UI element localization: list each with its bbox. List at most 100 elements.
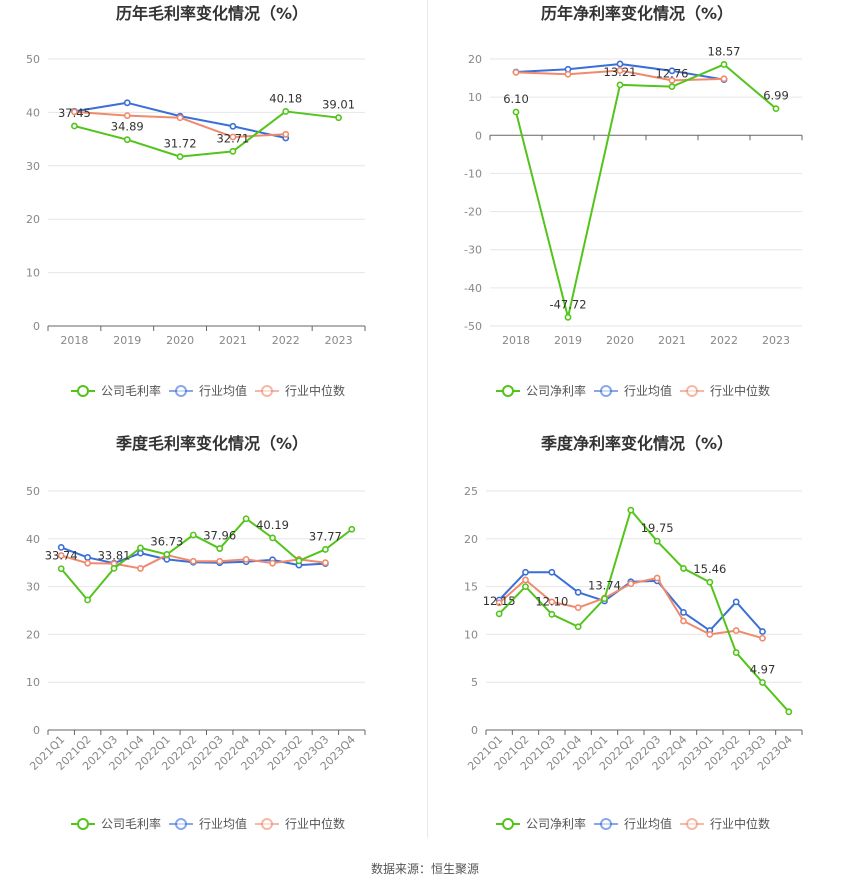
legend-marker: [175, 385, 187, 397]
data-point: [601, 595, 608, 603]
data-point: [137, 565, 144, 572]
data-point: [57, 544, 65, 551]
data-point: [548, 610, 556, 618]
legend: 公司毛利率 行业均值 行业中位数: [71, 816, 345, 831]
data-label: 37.45: [58, 106, 91, 120]
x-tick-label: 2019: [554, 334, 582, 347]
x-tick-label: 2019: [113, 334, 141, 347]
data-point: [668, 83, 676, 91]
chart-title: 季度毛利率变化情况（%）: [115, 434, 308, 453]
data-point: [71, 108, 78, 116]
data-point: [574, 604, 582, 612]
data-label: 37.77: [309, 529, 342, 543]
legend-marker: [502, 385, 514, 397]
x-tick-label: 2023: [325, 334, 353, 347]
data-point: [123, 99, 131, 107]
data-point: [627, 580, 635, 588]
x-tick-label: 2018: [60, 334, 88, 347]
legend-marker: [686, 818, 698, 830]
y-tick-label: 25: [464, 485, 478, 498]
legend-marker: [261, 385, 273, 397]
data-label: 13.21: [604, 65, 637, 79]
data-point: [785, 708, 793, 716]
series-line: [498, 509, 790, 713]
data-point: [216, 545, 224, 552]
legend-label: 公司毛利率: [101, 816, 161, 831]
x-tick-label: 2020: [606, 334, 634, 347]
y-tick-label: -50: [464, 320, 482, 333]
data-point: [321, 559, 329, 567]
data-point: [242, 515, 250, 523]
data-point: [522, 576, 529, 584]
data-point: [57, 565, 65, 573]
legend-marker: [600, 818, 612, 830]
quarterly-gross-margin-chart: 季度毛利率变化情况（%） 0 10 20 30 40 50 2021Q1 2021Q2 2021Q…: [0, 430, 425, 860]
data-point: [229, 122, 237, 130]
quarterly-net-margin-chart: 季度净利率变化情况（%） 0 5 10 15 20 25 2021Q1 2021Q2 2021Q3…: [425, 430, 850, 860]
data-point: [522, 583, 529, 590]
data-point: [732, 598, 740, 606]
data-point: [189, 557, 197, 565]
data-point: [163, 551, 171, 558]
x-tick-label: 2021: [658, 334, 686, 347]
legend-marker: [77, 818, 89, 830]
data-point: [71, 122, 78, 130]
data-point: [282, 130, 290, 138]
data-point: [348, 525, 356, 533]
data-label: 19.75: [641, 521, 674, 535]
data-point: [176, 114, 184, 122]
data-point: [84, 554, 92, 561]
y-tick-label: -40: [464, 282, 482, 295]
y-tick-label: -20: [464, 206, 482, 219]
data-point: [759, 634, 766, 642]
chart-title: 历年净利率变化情况（%）: [541, 4, 733, 23]
y-tick-label: 50: [26, 485, 40, 498]
data-point: [653, 574, 661, 582]
legend-marker: [686, 385, 698, 397]
data-point: [732, 649, 740, 656]
y-tick-label: 0: [475, 129, 482, 142]
data-label: 15.46: [693, 562, 726, 576]
series-line: [74, 110, 339, 158]
data-point: [522, 568, 529, 576]
data-point: [137, 549, 144, 557]
data-point: [176, 153, 184, 161]
annual-gross-margin-chart: 历年毛利率变化情况（%） 0 10 20 30 40 50 2018 2019 2020 2021 2…: [0, 0, 425, 430]
data-label: 4.97: [750, 662, 776, 676]
legend: 公司净利率 行业均值 行业中位数: [496, 816, 770, 831]
legend-label: 公司净利率: [526, 816, 586, 831]
data-point: [720, 75, 728, 83]
x-tick-label: 2021: [219, 334, 247, 347]
data-point: [495, 599, 503, 607]
y-tick-label: 50: [26, 53, 40, 66]
data-point: [84, 559, 92, 567]
data-label: 34.89: [111, 120, 144, 134]
data-point: [680, 565, 687, 572]
y-tick-label: -30: [464, 244, 482, 257]
x-tick-label: 2020: [166, 334, 194, 347]
data-point: [335, 114, 342, 122]
chart-title: 季度净利率变化情况（%）: [540, 434, 733, 453]
chart-svg: 季度毛利率变化情况（%）010203040502021Q12021Q22021Q…: [26, 434, 366, 831]
data-point: [706, 631, 714, 638]
data-label: 31.72: [164, 137, 197, 151]
y-tick-label: 10: [468, 91, 482, 104]
y-tick-label: 0: [33, 724, 40, 737]
data-point: [668, 67, 676, 75]
data-label: 39.01: [322, 98, 355, 112]
data-label: 12.15: [483, 594, 516, 608]
data-point: [84, 596, 92, 604]
data-point: [242, 555, 250, 563]
y-tick-label: 30: [26, 581, 40, 594]
data-point: [189, 531, 197, 539]
legend-marker: [261, 818, 273, 830]
data-label: -47.72: [549, 297, 586, 311]
vertical-divider: [427, 0, 428, 838]
data-point: [57, 552, 65, 559]
data-point: [123, 136, 131, 144]
y-tick-label: 10: [26, 676, 40, 689]
legend-marker: [175, 818, 187, 830]
data-point: [229, 147, 237, 155]
data-label: 33.74: [45, 549, 78, 563]
data-point: [653, 537, 661, 545]
